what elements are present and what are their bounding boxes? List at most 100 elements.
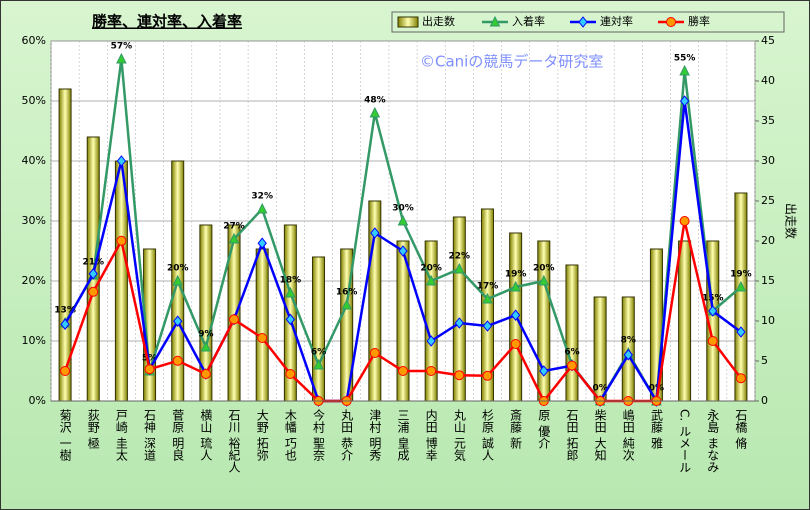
y2-tick-label: 5: [761, 354, 768, 367]
marker: [116, 235, 127, 246]
value-label: 20%: [533, 264, 555, 274]
marker: [708, 305, 718, 317]
y2-tick-label: 35: [761, 114, 775, 127]
marker: [341, 298, 352, 310]
bar: [58, 88, 72, 402]
legend-label: 入着率: [512, 14, 545, 28]
x-tick-label: 横山 琉人: [199, 409, 213, 461]
x-tick-label: 戸崎 圭太: [114, 409, 128, 461]
marker: [285, 313, 296, 326]
x-tick-label: 丸山 元気: [452, 409, 466, 462]
x-tick-label: 菅原 明良: [171, 409, 185, 462]
x-tick-label: 石川 裕紀人: [227, 409, 241, 473]
marker: [538, 274, 550, 286]
value-label: 0%: [592, 384, 607, 394]
y2-tick-label: 30: [761, 154, 775, 167]
marker: [482, 292, 493, 304]
x-tick-label: 菊沢 一樹: [58, 409, 72, 461]
y-tick-label: 0%: [29, 394, 46, 407]
y2-tick-label: 20: [761, 234, 775, 247]
marker: [88, 286, 99, 297]
marker: [454, 262, 465, 274]
value-label: 18%: [280, 276, 302, 286]
marker: [257, 333, 268, 343]
marker: [489, 15, 501, 27]
y2-tick-label: 40: [761, 74, 775, 87]
bar: [312, 256, 326, 402]
marker: [735, 373, 746, 384]
bar: [734, 192, 748, 402]
bar: [565, 264, 579, 402]
legend-label: 連対率: [600, 14, 633, 28]
marker: [623, 348, 633, 361]
marker: [256, 202, 268, 214]
value-label: 5%: [142, 354, 157, 364]
marker: [229, 314, 240, 325]
x-tick-label: 原 優介: [537, 409, 551, 449]
x-tick-label: 三浦 皇成: [396, 409, 410, 461]
value-label: 27%: [223, 222, 245, 232]
marker: [285, 286, 296, 298]
x-tick-label: 永島 まなみ: [706, 409, 720, 473]
value-label: 55%: [674, 54, 696, 64]
marker: [116, 155, 127, 167]
marker: [482, 370, 493, 381]
marker: [566, 360, 577, 371]
value-label: 6%: [564, 348, 579, 358]
x-tick-label: 柴田 大知: [593, 409, 607, 462]
value-label: 8%: [621, 336, 636, 346]
value-label: 57%: [111, 42, 133, 52]
marker: [736, 326, 746, 338]
marker: [398, 366, 408, 376]
value-label: 13%: [54, 306, 76, 316]
marker: [144, 364, 155, 375]
y2-axis-title: 出走数: [784, 203, 799, 239]
marker: [482, 320, 493, 332]
value-label: 22%: [449, 252, 471, 262]
y2-tick-label: 25: [761, 194, 775, 207]
watermark: ©Caniの競馬データ研究室: [420, 53, 603, 71]
y-tick-label: 30%: [22, 214, 46, 227]
x-tick-label: 石田 拓郎: [565, 409, 579, 461]
marker: [707, 336, 718, 346]
value-label: 20%: [420, 264, 442, 274]
x-tick-label: 武藤 雅: [649, 409, 663, 449]
y-tick-label: 60%: [22, 34, 46, 47]
y2-tick-label: 10: [761, 314, 775, 327]
marker: [173, 315, 183, 328]
marker: [735, 280, 747, 292]
marker: [666, 17, 676, 27]
marker: [88, 267, 98, 280]
value-label: 16%: [336, 288, 358, 298]
y2-tick-label: 15: [761, 274, 775, 287]
marker: [369, 106, 381, 118]
x-tick-label: 石神 深道: [143, 409, 157, 461]
marker: [426, 366, 437, 376]
marker: [60, 318, 70, 331]
value-label: 32%: [251, 192, 273, 202]
marker: [539, 365, 549, 377]
marker: [679, 95, 690, 107]
y2-tick-label: 45: [761, 34, 775, 47]
y-tick-label: 10%: [22, 334, 46, 347]
marker: [172, 355, 183, 366]
y-tick-label: 20%: [22, 274, 46, 287]
x-tick-label: 木幡 巧也: [283, 409, 297, 461]
bar: [678, 240, 692, 402]
value-label: 6%: [311, 348, 326, 358]
marker: [510, 280, 521, 292]
marker: [679, 64, 690, 76]
marker: [426, 335, 436, 347]
x-tick-label: 大野 拓弥: [255, 409, 269, 461]
value-label: 19%: [505, 270, 527, 280]
value-label: 17%: [477, 282, 499, 292]
marker: [228, 232, 240, 244]
y-tick-label: 50%: [22, 94, 46, 107]
legend-label: 出走数: [422, 14, 455, 28]
value-label: 15%: [702, 294, 724, 304]
x-tick-label: 津村 明秀: [368, 409, 382, 461]
marker: [510, 339, 521, 349]
marker: [425, 274, 437, 286]
marker: [398, 245, 408, 257]
